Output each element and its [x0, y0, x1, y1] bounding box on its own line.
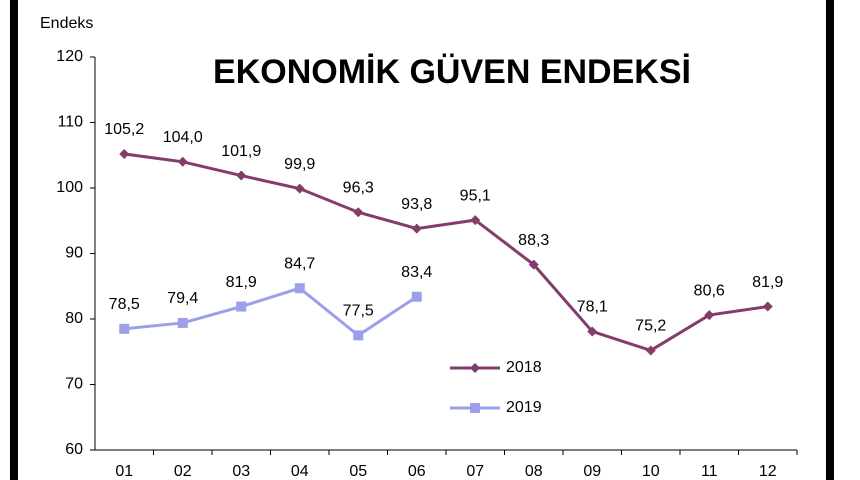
x-tick-label: 04 — [291, 463, 309, 480]
x-tick-label: 06 — [408, 463, 426, 480]
y-tick-label: 100 — [56, 179, 83, 196]
y-tick-label: 70 — [65, 376, 83, 393]
data-label: 78,1 — [577, 299, 608, 316]
marker — [762, 301, 773, 312]
legend-label: 2019 — [506, 399, 542, 416]
marker — [411, 223, 422, 234]
x-tick-label: 09 — [583, 463, 601, 480]
marker — [645, 345, 656, 356]
x-tick-label: 02 — [174, 463, 192, 480]
data-label: 84,7 — [284, 255, 315, 272]
marker — [470, 363, 480, 373]
marker — [119, 148, 130, 159]
data-label: 95,1 — [460, 187, 491, 204]
series-line — [124, 152, 768, 353]
x-tick-label: 01 — [115, 463, 133, 480]
x-tick-label: 05 — [349, 463, 367, 480]
x-tick-label: 07 — [466, 463, 484, 480]
y-tick-label: 110 — [57, 114, 83, 131]
x-tick-label: 08 — [525, 463, 543, 480]
marker — [294, 183, 305, 194]
marker — [411, 291, 422, 302]
y-tick-label: 120 — [56, 48, 83, 65]
marker — [704, 310, 715, 321]
data-label: 78,5 — [109, 296, 140, 313]
marker — [528, 259, 539, 270]
x-tick-label: 12 — [759, 463, 777, 480]
data-label: 79,4 — [167, 290, 198, 307]
marker — [119, 323, 130, 334]
marker — [353, 330, 364, 341]
marker — [587, 326, 598, 337]
marker — [470, 215, 481, 226]
frame-right — [826, 0, 834, 480]
x-tick-label: 10 — [642, 463, 660, 480]
marker — [236, 170, 247, 181]
y-tick-label: 60 — [65, 441, 83, 458]
x-tick-label: 03 — [232, 463, 250, 480]
legend-label: 2018 — [506, 359, 542, 376]
data-label: 77,5 — [343, 303, 374, 320]
marker — [294, 283, 305, 294]
marker — [177, 317, 188, 328]
data-label: 81,9 — [752, 274, 783, 291]
marker — [236, 301, 247, 312]
data-label: 80,6 — [694, 282, 725, 299]
data-label: 101,9 — [221, 143, 261, 160]
data-label: 104,0 — [163, 129, 203, 146]
marker — [353, 207, 364, 218]
marker — [177, 156, 188, 167]
data-label: 81,9 — [226, 274, 257, 291]
y-tick-label: 80 — [65, 310, 83, 327]
data-label: 75,2 — [635, 318, 666, 335]
data-label: 99,9 — [284, 156, 315, 173]
series-line — [124, 286, 418, 338]
data-label: 93,8 — [401, 196, 432, 213]
x-tick-label: 11 — [701, 463, 718, 480]
y-tick-label: 90 — [65, 245, 83, 262]
data-label: 83,4 — [401, 264, 432, 281]
data-label: 105,2 — [104, 121, 144, 138]
marker — [470, 403, 480, 413]
data-label: 88,3 — [518, 232, 549, 249]
chart-title: EKONOMİK GÜVEN ENDEKSİ — [213, 53, 691, 91]
y-axis-label: Endeks — [40, 15, 93, 32]
data-label: 96,3 — [343, 179, 374, 196]
frame-left — [10, 0, 18, 480]
